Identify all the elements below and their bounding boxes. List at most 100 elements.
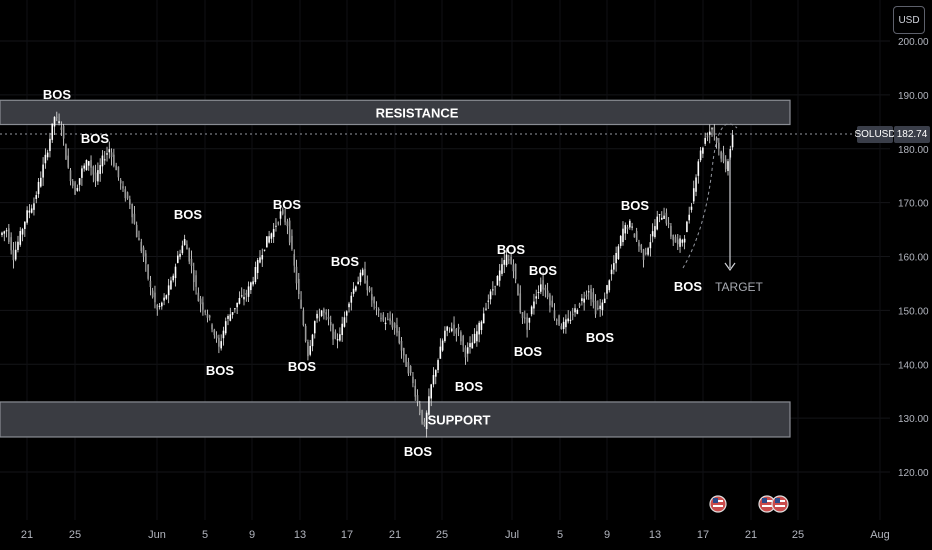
candle-body	[30, 208, 33, 213]
candle-body	[156, 304, 159, 310]
candle-body	[508, 259, 510, 261]
candle-body	[688, 214, 690, 221]
candle-body	[293, 254, 296, 266]
candle-body	[332, 324, 334, 340]
candle-body	[247, 286, 250, 297]
candle-body	[638, 242, 640, 247]
flag-stripe	[713, 505, 723, 507]
candle-body	[524, 317, 526, 319]
candle-body	[704, 137, 706, 144]
candle-body	[295, 266, 298, 284]
candle-body	[53, 116, 56, 127]
candle-body	[606, 285, 608, 294]
candle-body	[245, 293, 248, 295]
candle-body	[610, 269, 613, 275]
candle-body	[113, 154, 115, 166]
candle-body	[44, 154, 47, 164]
candle-body	[371, 294, 373, 301]
candle-body	[286, 221, 289, 227]
candle-body	[297, 278, 300, 295]
candle-body	[528, 317, 531, 323]
candle-body	[539, 284, 542, 292]
candle-body	[403, 347, 405, 356]
candle-body	[398, 330, 401, 343]
candle-body	[97, 170, 99, 182]
candle-body	[597, 307, 599, 309]
candle-body	[311, 334, 314, 347]
candle-body	[361, 269, 364, 275]
candle-body	[154, 292, 156, 303]
candle-body	[115, 165, 117, 171]
candle-body	[542, 280, 544, 290]
candle-body	[304, 325, 307, 342]
candle-body	[368, 287, 371, 291]
candle-body	[512, 264, 515, 272]
candle-body	[90, 160, 92, 168]
candle-body	[5, 230, 8, 232]
bos-label: BOS	[331, 254, 360, 269]
candle-body	[720, 151, 722, 159]
candle-body	[423, 421, 426, 426]
candle-body	[654, 226, 656, 237]
candle-body	[428, 396, 430, 415]
candle-body	[647, 248, 649, 255]
flag-stripe	[762, 505, 772, 507]
candle-body	[613, 263, 615, 270]
candle-body	[631, 226, 633, 228]
time-axis-tick: 25	[436, 529, 448, 541]
candle-body	[453, 324, 455, 329]
candle-body	[409, 365, 412, 373]
candle-body	[85, 160, 88, 171]
candle-body	[101, 155, 104, 167]
candle-body	[145, 253, 147, 264]
candle-body	[553, 310, 556, 319]
time-axis-tick: Jul	[505, 529, 519, 541]
candle-body	[263, 249, 266, 251]
candle-body	[195, 275, 197, 287]
candle-body	[106, 153, 108, 155]
candle-body	[37, 181, 40, 195]
candle-body	[439, 346, 442, 359]
price-axis-tick: 170.00	[898, 199, 929, 210]
candle-body	[574, 308, 576, 313]
candle-body	[473, 333, 476, 344]
time-axis-tick: 9	[249, 529, 255, 541]
candle-body	[457, 327, 460, 330]
candle-body	[551, 300, 554, 307]
candle-body	[231, 312, 234, 315]
candle-body	[213, 329, 216, 336]
candle-body	[535, 296, 538, 299]
candle-body	[282, 209, 284, 214]
bos-label: BOS	[81, 131, 110, 146]
candle-body	[58, 121, 60, 124]
candle-body	[224, 321, 227, 334]
candle-body	[519, 293, 522, 313]
candle-body	[220, 341, 222, 349]
candle-body	[355, 286, 357, 291]
time-axis-tick: 21	[745, 529, 757, 541]
candle-body	[421, 409, 423, 423]
candle-body	[619, 235, 622, 246]
time-axis-tick: 25	[792, 529, 804, 541]
us-flag-icon[interactable]	[709, 495, 727, 513]
time-axis-tick: 17	[697, 529, 709, 541]
candle-body	[592, 292, 595, 303]
candle-body	[485, 308, 487, 310]
candle-body	[727, 161, 729, 171]
candle-body	[122, 186, 124, 189]
price-axis-tick: 180.00	[898, 145, 929, 156]
bos-label: BOS	[497, 242, 526, 257]
us-flag-icon[interactable]	[771, 495, 789, 513]
candle-body	[496, 275, 499, 286]
candle-body	[364, 268, 366, 284]
candle-body	[558, 315, 560, 325]
candle-body	[345, 311, 348, 316]
time-axis-tick: Jun	[148, 529, 166, 541]
candle-body	[660, 217, 663, 220]
currency-button[interactable]: USD	[893, 6, 925, 34]
candle-body	[396, 324, 398, 333]
candle-body	[238, 297, 241, 304]
candle-body	[284, 215, 286, 223]
